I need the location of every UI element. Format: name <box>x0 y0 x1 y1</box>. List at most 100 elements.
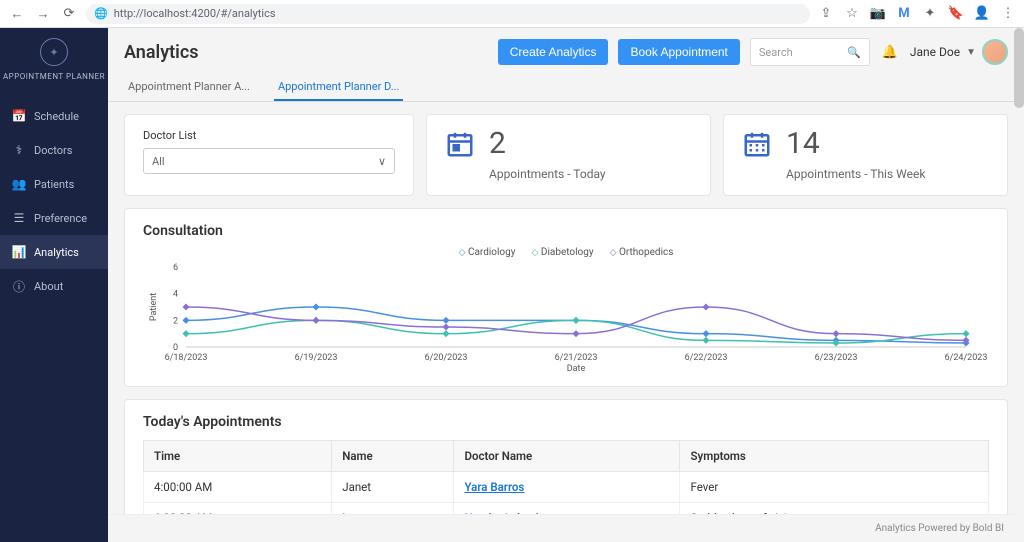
tab-appointment-d[interactable]: Appointment Planner D... <box>274 74 403 101</box>
doctor-list-card: Doctor List All ∨ <box>124 114 414 196</box>
cell-name: Janet <box>332 472 454 503</box>
svg-text:Patient: Patient <box>149 293 159 321</box>
legend-marker-cardiology: ◇ <box>459 248 466 258</box>
cell-name: Laura <box>332 503 454 515</box>
chart-legend: ◇ Cardiology ◇ Diabetology ◇ Orthopedics <box>143 247 989 258</box>
search-input[interactable]: Search 🔍 <box>750 38 870 66</box>
address-bar[interactable]: 🌐 http://localhost:4200/#/analytics <box>86 4 810 24</box>
appointments-table: Time Name Doctor Name Symptoms 4:00:00 A… <box>143 440 989 514</box>
svg-text:6/18/2023: 6/18/2023 <box>165 353 208 363</box>
svg-text:0: 0 <box>173 343 178 353</box>
table-row: 4:00:00 AM Janet Yara Barros Fever <box>144 472 989 503</box>
stat-week-value: 14 <box>786 129 925 159</box>
tab-appointment-a[interactable]: Appointment Planner A... <box>124 74 254 101</box>
doctor-selected: All <box>152 155 165 168</box>
bookmark-icon[interactable]: 🔖 <box>948 6 964 22</box>
browser-icons: ⇪ ☆ 📷 M ✦ 🔖 👤 ⋮ <box>818 6 1016 22</box>
sidebar: ✦ APPOINTMENT PLANNER 📅 Schedule ⚕ Docto… <box>0 28 108 542</box>
scrollbar[interactable] <box>1014 28 1024 542</box>
tabbar: Appointment Planner A... Appointment Pla… <box>108 66 1024 102</box>
doctor-link[interactable]: Yara Barros <box>464 480 524 494</box>
app-name: APPOINTMENT PLANNER <box>3 72 105 81</box>
svg-text:Date: Date <box>567 364 586 372</box>
cell-symptoms: Sudden loss of vision <box>680 503 989 515</box>
consultation-chart: Consultation ◇ Cardiology ◇ Diabetology … <box>124 208 1008 387</box>
svg-text:4: 4 <box>173 290 178 300</box>
sidebar-item-label: Analytics <box>34 246 79 259</box>
sidebar-item-analytics[interactable]: 📊 Analytics <box>0 235 108 269</box>
col-name: Name <box>332 441 454 472</box>
svg-text:6/20/2023: 6/20/2023 <box>425 353 468 363</box>
cell-symptoms: Fever <box>680 472 989 503</box>
svg-text:2: 2 <box>173 316 178 326</box>
topbar: Analytics Create Analytics Book Appointm… <box>108 28 1024 66</box>
chevron-down-icon: ▼ <box>966 47 976 58</box>
stat-week-label: Appointments - This Week <box>786 167 925 181</box>
table-title: Today's Appointments <box>143 414 989 430</box>
sidebar-item-patients[interactable]: 👥 Patients <box>0 167 108 201</box>
chart-icon: 📊 <box>12 245 26 259</box>
chart-canvas: 02466/18/20236/19/20236/20/20236/21/2023… <box>143 262 989 372</box>
book-appointment-button[interactable]: Book Appointment <box>618 39 739 65</box>
appointments-table-card: Today's Appointments Time Name Doctor Na… <box>124 399 1008 514</box>
reload-button[interactable]: ⟳ <box>60 5 78 23</box>
content: Doctor List All ∨ 2 Appointments - Today <box>108 102 1024 514</box>
stat-today-label: Appointments - Today <box>489 167 606 181</box>
sidebar-item-doctors[interactable]: ⚕ Doctors <box>0 133 108 167</box>
svg-text:6/23/2023: 6/23/2023 <box>815 353 858 363</box>
calendar-week-icon <box>742 129 772 159</box>
bell-icon[interactable]: 🔔 <box>880 45 900 60</box>
menu-icon[interactable]: ⋮ <box>1000 6 1016 22</box>
puzzle-icon[interactable]: ✦ <box>922 6 938 22</box>
col-time: Time <box>144 441 332 472</box>
main: Analytics Create Analytics Book Appointm… <box>108 28 1024 542</box>
logo-icon: ✦ <box>49 46 58 59</box>
info-icon: ⓘ <box>12 279 26 293</box>
legend-cardiology: Cardiology <box>468 247 516 258</box>
stat-week: 14 Appointments - This Week <box>723 114 1008 196</box>
logo: ✦ APPOINTMENT PLANNER <box>3 38 105 81</box>
sidebar-item-label: Schedule <box>34 110 79 123</box>
create-analytics-button[interactable]: Create Analytics <box>498 39 609 65</box>
sidebar-item-preference[interactable]: ☰ Preference <box>0 201 108 235</box>
user-menu[interactable]: Jane Doe ▼ <box>910 39 1008 65</box>
svg-text:6/22/2023: 6/22/2023 <box>685 353 728 363</box>
chart-title: Consultation <box>143 223 989 239</box>
cell-time: 6:00:00 AM <box>144 503 332 515</box>
table-row: 6:00:00 AM Laura Nembo Lukeni Sudden los… <box>144 503 989 515</box>
sidebar-item-schedule[interactable]: 📅 Schedule <box>0 99 108 133</box>
legend-marker-orthopedics: ◇ <box>610 248 617 258</box>
sidebar-item-label: Preference <box>34 212 87 225</box>
camera-icon[interactable]: 📷 <box>870 6 886 22</box>
search-placeholder: Search <box>759 46 793 59</box>
share-icon[interactable]: ⇪ <box>818 6 834 22</box>
calendar-day-icon <box>445 129 475 159</box>
stat-today-value: 2 <box>489 129 606 159</box>
m-icon[interactable]: M <box>896 6 912 22</box>
list-icon: ☰ <box>12 211 26 225</box>
chevron-down-icon: ∨ <box>378 155 386 168</box>
star-icon[interactable]: ☆ <box>844 6 860 22</box>
sidebar-item-label: Patients <box>34 178 74 191</box>
doctor-list-label: Doctor List <box>143 129 395 142</box>
legend-marker-diabetology: ◇ <box>531 248 538 258</box>
col-symptoms: Symptoms <box>680 441 989 472</box>
sidebar-item-label: About <box>34 280 63 293</box>
stat-today: 2 Appointments - Today <box>426 114 711 196</box>
globe-icon: 🌐 <box>94 7 108 20</box>
calendar-icon: 📅 <box>12 109 26 123</box>
sidebar-item-label: Doctors <box>34 144 72 157</box>
search-icon: 🔍 <box>847 46 861 59</box>
footer: Analytics Powered by Bold BI <box>108 514 1024 542</box>
doctor-list-select[interactable]: All ∨ <box>143 148 395 174</box>
profile-icon[interactable]: 👤 <box>974 6 990 22</box>
forward-button[interactable]: → <box>34 5 52 23</box>
svg-text:6/24/2023: 6/24/2023 <box>945 353 988 363</box>
scroll-thumb[interactable] <box>1014 28 1024 108</box>
svg-text:6: 6 <box>173 263 178 273</box>
browser-toolbar: ← → ⟳ 🌐 http://localhost:4200/#/analytic… <box>0 0 1024 28</box>
back-button[interactable]: ← <box>8 5 26 23</box>
url-text: http://localhost:4200/#/analytics <box>114 7 276 20</box>
sidebar-item-about[interactable]: ⓘ About <box>0 269 108 303</box>
legend-orthopedics: Orthopedics <box>619 247 673 258</box>
